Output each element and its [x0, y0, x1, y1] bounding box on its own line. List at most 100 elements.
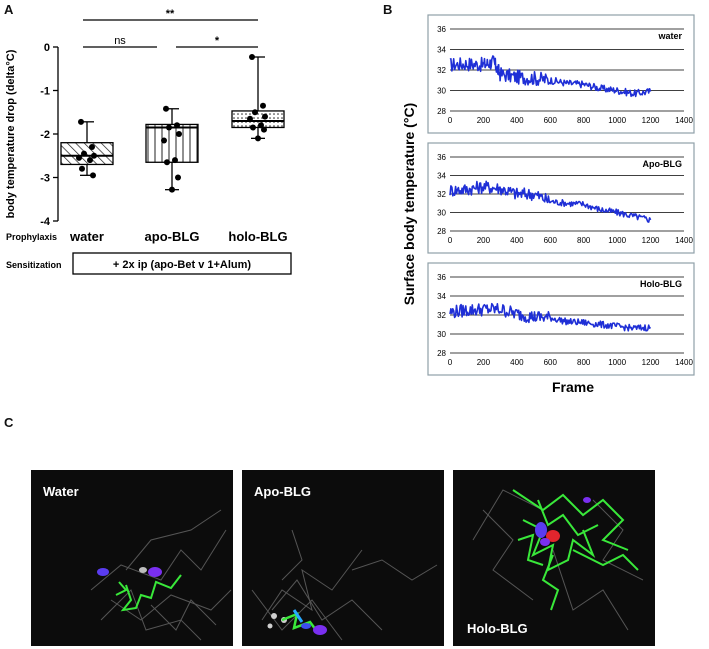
y-tick-label: 32 [437, 190, 446, 199]
data-point [91, 152, 97, 159]
sig-label-left: ns [114, 35, 126, 47]
data-point [166, 124, 172, 131]
x-tick-label: 1000 [608, 116, 626, 125]
group-label-holo-blg: holo-BLG [228, 229, 287, 244]
data-point [175, 174, 181, 181]
data-point [176, 131, 182, 137]
x-tick-label: 0 [448, 116, 453, 125]
tracking-paths-water [90, 509, 232, 641]
box-iqr [145, 123, 199, 163]
data-point [164, 159, 170, 166]
data-point [81, 150, 87, 157]
data-point [260, 102, 266, 109]
panel-letter-c: C [4, 415, 14, 430]
x-tick-label: 1400 [675, 116, 693, 125]
x-tick-label: 800 [577, 236, 591, 245]
panel-b-line-charts: Surface body temperature (°C) 28 30 32 34 36… [401, 14, 695, 395]
x-tick-label: 200 [477, 236, 491, 245]
data-point [76, 154, 82, 161]
y-tick-label: 30 [437, 330, 446, 339]
sensitization-label: Sensitization [6, 260, 62, 270]
x-tick-label: 600 [544, 236, 558, 245]
y-tick-label: 32 [437, 66, 446, 75]
a-y-tick-label: -1 [40, 86, 50, 98]
panel-b-subplots: 28 30 32 34 36 0 200 400 600 800 1000 1200 1400 water… [427, 14, 695, 376]
panel-a-y-axis: 0 -1 -2 -3 -4 [40, 42, 59, 228]
panel-a-ylabel: body temperature drop (delta°C) [5, 49, 17, 218]
panel-b-xlabel: Frame [552, 379, 594, 395]
y-tick-label: 34 [437, 172, 446, 181]
x-tick-label: 1200 [642, 236, 660, 245]
data-point [90, 172, 96, 179]
box-apo-BLG [145, 105, 199, 193]
data-point [161, 137, 167, 144]
group-label-apo-blg: apo-BLG [145, 229, 200, 244]
series-line-holo-blg [449, 302, 652, 332]
tracking-image-water: Water [31, 470, 233, 646]
subplot-holo-blg: 28 30 32 34 36 0 200 400 600 800 1000 1200 1400 Holo-… [427, 262, 695, 376]
panel-b-ylabel: Surface body temperature (°C) [401, 103, 417, 305]
tracking-paths-holo-blg [472, 489, 644, 631]
a-y-tick-label: -2 [40, 129, 50, 141]
tracking-paths-apo-blg [251, 529, 438, 641]
tracking-label-holo-blg: Holo-BLG [467, 621, 528, 636]
panel-a-boxplot: body temperature drop (delta°C) 0 -1 -2 -3 -… [5, 8, 292, 275]
data-point [255, 135, 261, 142]
data-point [258, 122, 264, 129]
panel-letter-b: B [383, 2, 393, 17]
y-tick-label: 36 [437, 273, 446, 282]
subplot-apo-blg: 28 30 32 34 36 0 200 400 600 800 1000 1200 1400 Apo-B… [427, 142, 695, 254]
panel-a-boxes [60, 54, 285, 193]
data-point [169, 186, 175, 193]
sig-label-top: ** [166, 8, 175, 20]
box-iqr [231, 110, 285, 129]
data-point [89, 144, 95, 151]
data-point [78, 118, 84, 125]
series-line-apo-blg [449, 180, 652, 223]
data-point [249, 54, 255, 61]
tracking-image-apo-blg: Apo-BLG [242, 470, 444, 646]
x-tick-label: 200 [477, 358, 491, 367]
x-tick-label: 1400 [675, 236, 693, 245]
subplot-frame [427, 14, 695, 134]
y-tick-label: 36 [437, 153, 446, 162]
box-holo-BLG [231, 54, 285, 142]
subplot-frame [427, 142, 695, 254]
data-point [247, 115, 253, 122]
x-tick-label: 1200 [642, 116, 660, 125]
x-tick-label: 200 [477, 116, 491, 125]
x-tick-label: 400 [510, 236, 524, 245]
series-line-water [449, 55, 652, 98]
a-y-tick-label: 0 [44, 42, 50, 54]
box-water [60, 118, 114, 179]
subplot-title: water [657, 31, 682, 41]
data-point [250, 124, 256, 131]
x-tick-label: 0 [448, 358, 453, 367]
y-tick-label: 30 [437, 209, 446, 218]
data-point [262, 113, 268, 120]
a-y-tick-label: -3 [40, 173, 50, 185]
x-tick-label: 1400 [675, 358, 693, 367]
y-tick-label: 34 [437, 292, 446, 301]
x-tick-label: 1000 [608, 358, 626, 367]
y-tick-label: 36 [437, 25, 446, 34]
data-point [87, 157, 93, 164]
x-tick-label: 600 [544, 358, 558, 367]
data-point [174, 122, 180, 129]
x-tick-label: 800 [577, 116, 591, 125]
x-tick-label: 1000 [608, 236, 626, 245]
subplot-water: 28 30 32 34 36 0 200 400 600 800 1000 1200 1400 water [427, 14, 695, 134]
prophylaxis-label: Prophylaxis [6, 232, 57, 242]
y-tick-label: 28 [437, 227, 446, 236]
data-point [252, 109, 258, 116]
data-point [79, 165, 85, 172]
data-point [163, 105, 169, 112]
panel-a-significance: ** ns * [83, 8, 258, 48]
tracking-label-apo-blg: Apo-BLG [254, 484, 312, 499]
data-point [261, 126, 267, 133]
subplot-title: Holo-BLG [640, 279, 682, 289]
x-tick-label: 600 [544, 116, 558, 125]
panel-letter-a: A [4, 2, 14, 17]
sig-label-right: * [215, 35, 220, 47]
y-tick-label: 32 [437, 311, 446, 320]
